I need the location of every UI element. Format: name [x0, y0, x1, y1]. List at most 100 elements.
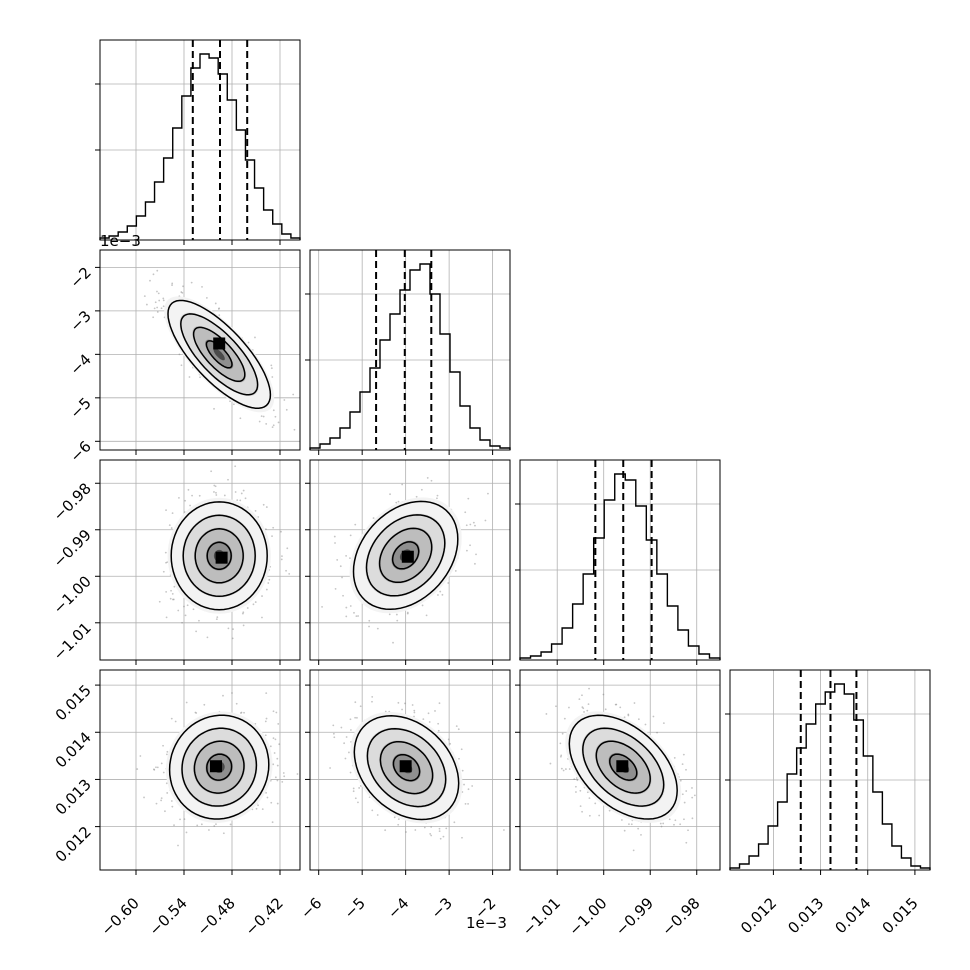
histogram-bar — [380, 340, 390, 450]
sample-point — [568, 768, 571, 770]
sample-point — [281, 555, 283, 558]
sample-point — [469, 544, 471, 547]
sample-point — [215, 494, 218, 496]
histogram-1 — [309, 263, 511, 450]
sample-point — [166, 750, 169, 753]
sample-point — [628, 823, 630, 826]
frames-layer — [95, 39, 931, 875]
tick-label-y: −5 — [66, 394, 94, 422]
sample-point — [158, 299, 161, 302]
sample-point — [683, 801, 686, 804]
sample-point — [350, 729, 352, 731]
sample-point — [329, 767, 331, 769]
sample-point — [170, 527, 173, 529]
tick-label-x: −3 — [428, 894, 456, 922]
sample-point — [447, 582, 450, 584]
sample-point — [272, 424, 275, 427]
sample-point — [691, 787, 693, 789]
histogram-bar — [273, 224, 282, 240]
sample-point — [208, 829, 210, 831]
sample-point — [240, 492, 243, 495]
histogram-bar — [541, 652, 552, 660]
sample-point — [659, 822, 662, 825]
sample-point — [372, 517, 375, 519]
sample-point — [455, 725, 458, 727]
sample-point — [182, 285, 184, 288]
sample-point — [423, 826, 426, 829]
panel-frame — [99, 459, 301, 661]
sample-point — [633, 702, 636, 704]
peak-marker — [616, 760, 629, 773]
contour-2 — [378, 527, 433, 584]
sample-point — [392, 641, 394, 644]
sample-point — [246, 607, 249, 609]
contour-3 — [205, 340, 233, 369]
sample-point — [406, 611, 409, 614]
sample-point — [240, 711, 243, 714]
sample-point — [615, 703, 618, 706]
sample-point — [405, 831, 407, 833]
sample-point — [213, 825, 216, 827]
sample-point — [136, 768, 139, 770]
histogram-bar — [835, 684, 845, 870]
histogram-bar — [749, 856, 759, 870]
sample-point — [437, 594, 439, 596]
sample-point — [397, 500, 400, 503]
joint-panel-1-2 — [321, 477, 489, 644]
sample-point — [679, 779, 682, 782]
sample-point — [239, 417, 242, 420]
sample-point — [173, 585, 176, 588]
sample-point — [156, 269, 159, 272]
tick-label-y: −4 — [66, 350, 94, 378]
sample-point — [214, 485, 217, 488]
sample-point — [356, 716, 358, 719]
sample-point — [277, 421, 280, 424]
sample-point — [272, 710, 275, 713]
sample-point — [178, 497, 180, 499]
sample-point — [439, 590, 442, 593]
histogram-3 — [729, 683, 931, 870]
sample-point — [421, 604, 424, 607]
sample-point — [583, 711, 585, 713]
sample-point — [183, 818, 186, 821]
histogram-bar — [699, 654, 710, 660]
panel-frame — [519, 459, 721, 661]
sample-point — [368, 619, 371, 622]
histogram-bar — [688, 646, 699, 660]
histogram-bar — [844, 694, 854, 870]
sample-point — [359, 785, 362, 787]
sample-point — [563, 717, 566, 720]
sample-point — [271, 535, 273, 538]
sample-point — [162, 305, 165, 308]
tick-label-x: −4 — [384, 894, 412, 922]
sample-point — [227, 478, 229, 481]
sample-point — [579, 789, 582, 792]
sample-point — [160, 762, 163, 765]
sample-point — [430, 826, 433, 828]
sample-point — [345, 554, 347, 557]
sample-point — [352, 787, 355, 790]
sample-point — [576, 779, 579, 782]
sample-point — [173, 824, 175, 827]
sample-point — [166, 792, 169, 794]
sample-point — [177, 844, 179, 847]
sample-point — [467, 802, 469, 805]
peak-marker — [399, 760, 412, 773]
sample-point — [281, 781, 284, 783]
sample-point — [614, 703, 617, 706]
sample-point — [240, 712, 242, 714]
sample-point — [345, 606, 348, 609]
contour-3 — [392, 753, 421, 782]
contour-1 — [181, 727, 258, 807]
sample-point — [178, 353, 181, 356]
tick-label-y: −1.01 — [50, 619, 95, 664]
sample-point — [165, 782, 168, 785]
sample-point — [156, 766, 159, 769]
sample-point — [575, 791, 577, 793]
sample-point — [559, 755, 562, 758]
sample-point — [196, 824, 199, 827]
sample-point — [285, 569, 287, 572]
offset-label-y: 1e−3 — [100, 232, 141, 250]
sample-point — [181, 291, 184, 294]
sample-point — [472, 521, 475, 524]
